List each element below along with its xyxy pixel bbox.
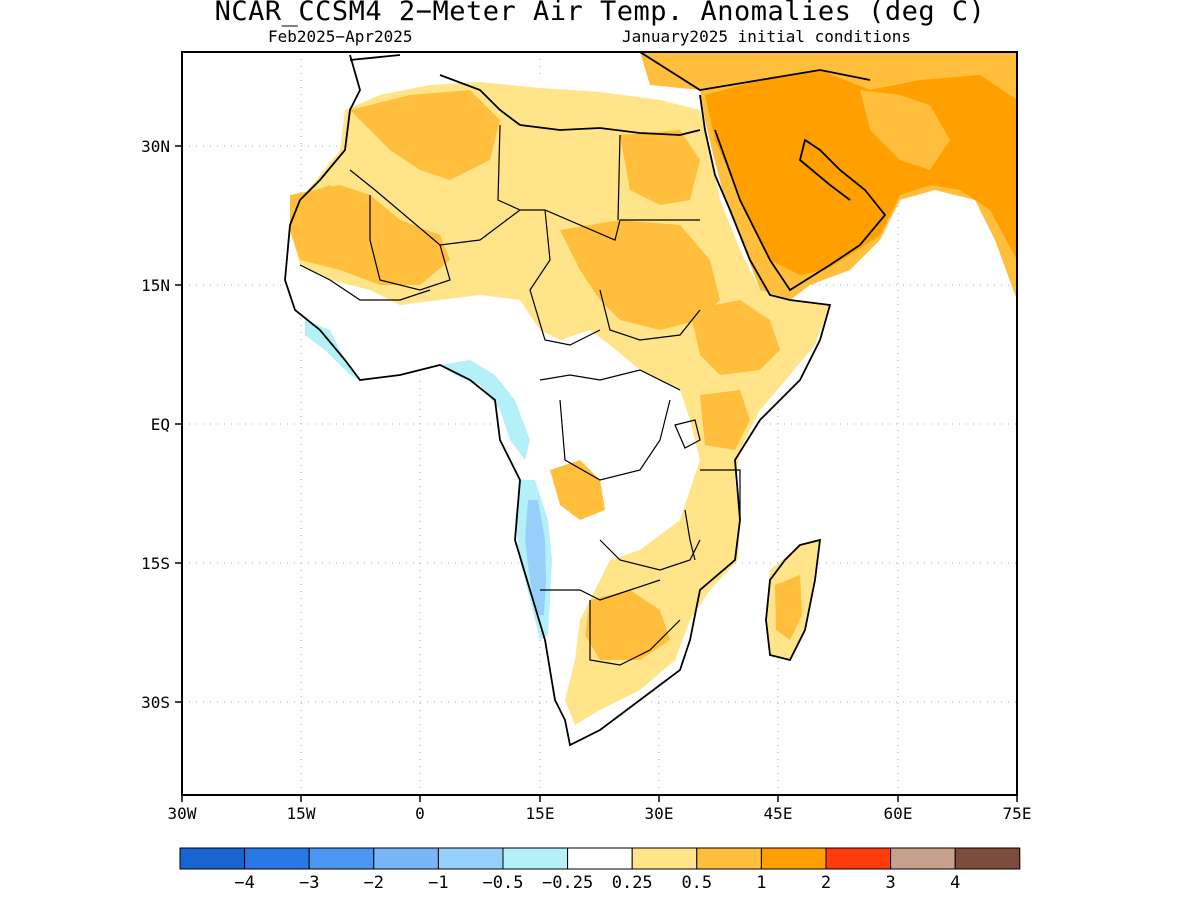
x-tick-label: 30E [645,804,674,823]
tick-marks [175,145,1018,802]
colorbar-label: 1 [756,873,766,893]
colorbar-swatch [825,847,892,870]
colorbar-swatch [954,847,1021,870]
anomaly-cooler-benguela [525,500,546,615]
anomaly-1-2-madagascar-core [775,575,802,640]
colorbar-label: 3 [885,873,895,893]
coastline [284,54,832,747]
y-tick-label: 30S [141,693,170,712]
x-tick-label: 30W [168,804,197,823]
anomaly-cool-west-coast [305,320,360,380]
arabia-coast [714,129,887,292]
colorbar-label: −4 [234,873,254,893]
colorbar-swatch [308,847,375,870]
colorbar-swatch [179,847,246,870]
anomaly-1-2-iran [860,90,950,170]
lake-victoria [674,419,701,449]
anomaly-1-2-horn [690,300,780,375]
anomaly-1-2-sudan [560,220,720,330]
country-borders [299,124,741,666]
med-coast [349,52,871,136]
y-tick-label: 15N [141,276,170,295]
anomaly-neutral-west [330,300,450,380]
colorbar-label: −3 [299,873,319,893]
anomaly-1-2-egypt [620,130,700,205]
colorbar-swatch [760,847,827,870]
colorbar-label: −2 [364,873,384,893]
colorbar-swatch [890,847,956,870]
x-tick-label: 15E [526,804,555,823]
y-tick-label: 30N [141,137,170,156]
x-tick-label: 75E [1003,804,1032,823]
colorbar-label: 2 [821,873,831,893]
anomaly-1-2-kenya [700,390,750,450]
colorbar-swatch [437,847,504,870]
madagascar-coast [765,538,822,662]
colorbar-swatch [244,847,310,870]
x-tick-label: 15W [287,804,316,823]
map-title: NCAR_CCSM4 2−Meter Air Temp. Anomalies (… [214,0,986,27]
colorbar-label: 4 [950,873,960,893]
colorbar-swatch [567,847,633,870]
colorbar: −4 −3 −2 −1 −0.5 −0.25 0.25 0.5 1 2 3 4 [179,847,1021,893]
y-tick-label: 15S [141,554,170,573]
x-tick-label: 60E [884,804,913,823]
initial-conditions: January2025 initial conditions [622,27,911,46]
anomaly-1-2-botswana [585,590,670,660]
colorbar-swatch [696,847,762,870]
colorbar-swatch [631,847,698,870]
colorbar-swatch [502,847,569,870]
colorbar-label: 0.25 [612,873,653,893]
colorbar-label: −0.5 [483,873,524,893]
colorbar-swatch [373,847,439,870]
colorbar-label: 0.5 [681,873,712,893]
colorbar-label: −1 [428,873,448,893]
anomaly-1-2-maghreb [350,90,500,180]
x-tick-label: 45E [764,804,793,823]
x-tick-label: 0 [415,804,425,823]
lake-malawi [684,509,696,561]
forecast-period: Feb2025−Apr2025 [268,27,413,46]
y-tick-label: EQ [151,415,170,434]
colorbar-label: −0.25 [542,873,593,893]
